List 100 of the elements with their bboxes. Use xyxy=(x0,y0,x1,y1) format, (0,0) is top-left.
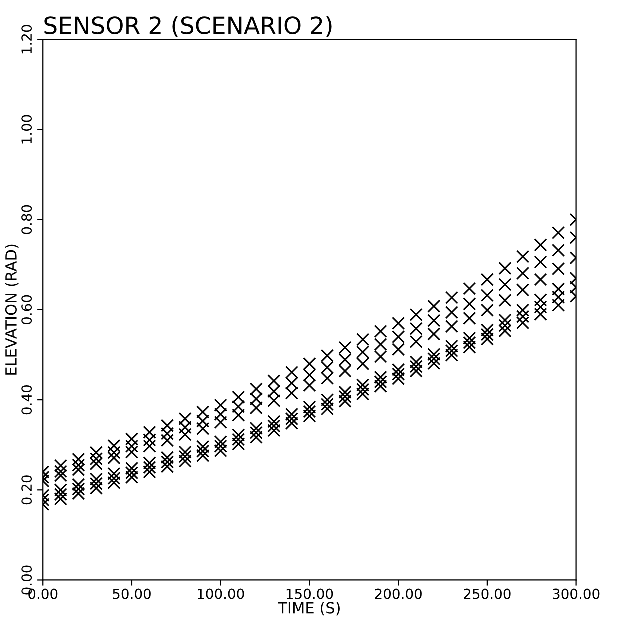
point xyxy=(410,308,423,322)
point xyxy=(232,390,246,404)
point xyxy=(108,472,121,486)
point xyxy=(214,435,228,449)
point xyxy=(320,372,334,386)
point xyxy=(214,444,228,458)
point xyxy=(303,405,316,418)
point xyxy=(196,422,210,436)
point xyxy=(160,456,174,469)
point xyxy=(552,298,566,312)
point xyxy=(143,461,156,474)
point xyxy=(338,341,352,354)
point xyxy=(410,364,423,378)
x-tick-label: 150.00 xyxy=(286,588,334,600)
x-tick-label: 250.00 xyxy=(464,588,511,600)
x-tick-label: 100.00 xyxy=(198,588,244,600)
point xyxy=(463,282,476,296)
point xyxy=(480,332,494,346)
point xyxy=(338,390,352,404)
point xyxy=(516,310,530,324)
point xyxy=(445,340,458,354)
point xyxy=(516,266,530,280)
point xyxy=(160,419,174,432)
point xyxy=(143,434,156,447)
point xyxy=(196,406,210,419)
point xyxy=(428,314,441,328)
point xyxy=(160,427,174,440)
point xyxy=(320,402,334,416)
point xyxy=(285,386,299,400)
point xyxy=(392,368,406,381)
point xyxy=(268,374,281,388)
point xyxy=(428,352,441,366)
point xyxy=(534,238,548,252)
point xyxy=(463,298,476,311)
point xyxy=(356,346,370,359)
point xyxy=(268,415,281,428)
point xyxy=(196,444,210,458)
point xyxy=(214,416,228,430)
chart-title: SENSOR 2 (SCENARIO 2) xyxy=(44,16,332,38)
point xyxy=(445,320,458,334)
point xyxy=(445,291,458,304)
point xyxy=(552,262,566,276)
point xyxy=(498,324,512,338)
point xyxy=(90,482,104,495)
point xyxy=(285,376,299,390)
point xyxy=(480,288,494,302)
point xyxy=(125,446,139,459)
point xyxy=(374,380,388,394)
point xyxy=(160,434,174,448)
point xyxy=(552,226,566,240)
point xyxy=(250,426,263,440)
point xyxy=(498,319,512,332)
point xyxy=(498,262,512,276)
point xyxy=(428,356,441,370)
point xyxy=(498,314,512,327)
point xyxy=(303,400,316,414)
point xyxy=(143,440,156,454)
point xyxy=(108,452,121,465)
point xyxy=(250,430,263,444)
point xyxy=(303,410,316,423)
point xyxy=(534,273,548,286)
point xyxy=(232,438,246,451)
point xyxy=(356,333,370,346)
point xyxy=(72,452,86,466)
point xyxy=(72,482,86,496)
point xyxy=(303,368,316,382)
point xyxy=(410,335,423,349)
point xyxy=(320,393,334,407)
point xyxy=(428,300,441,313)
point xyxy=(410,360,423,374)
point xyxy=(480,328,494,342)
point xyxy=(143,466,156,479)
x-tick-label: 300.00 xyxy=(553,588,600,600)
point xyxy=(338,364,352,378)
point xyxy=(285,412,299,426)
y-tick-label: 0.40 xyxy=(22,386,32,415)
point xyxy=(338,353,352,367)
point xyxy=(54,484,68,497)
point xyxy=(268,394,281,408)
point xyxy=(232,433,246,446)
point xyxy=(54,459,68,472)
point xyxy=(552,244,566,258)
point xyxy=(552,290,566,304)
y-tick-label: 1.00 xyxy=(22,115,32,144)
point xyxy=(232,400,246,414)
point xyxy=(90,472,104,486)
y-axis-title: ELEVATION (RAD) xyxy=(5,244,19,375)
point xyxy=(178,428,192,442)
point xyxy=(445,306,458,320)
point xyxy=(480,273,494,286)
point xyxy=(374,338,388,352)
point xyxy=(90,446,104,460)
point xyxy=(374,325,388,338)
point xyxy=(54,469,68,482)
point xyxy=(178,454,192,468)
point xyxy=(214,440,228,454)
point xyxy=(534,256,548,269)
point xyxy=(90,452,104,466)
point xyxy=(125,462,139,476)
point xyxy=(178,446,192,459)
